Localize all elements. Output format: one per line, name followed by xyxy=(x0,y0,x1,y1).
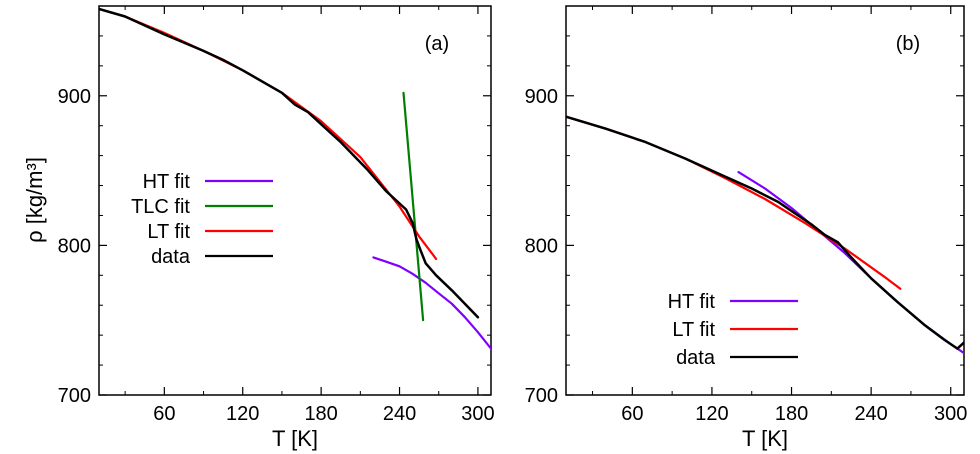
x-tick-label-a: 240 xyxy=(383,403,416,425)
y-tick-label-a: 900 xyxy=(58,86,91,108)
y-tick-label-a: 800 xyxy=(58,235,91,257)
panel-label-b: (b) xyxy=(896,33,920,55)
x-tick-label-b: 120 xyxy=(695,403,728,425)
legend-b: HT fit LT fit data xyxy=(668,291,798,369)
x-tick-label-a: 120 xyxy=(226,403,259,425)
series-line-lt-fit-b xyxy=(566,115,902,290)
legend-label-ht-fit-b: HT fit xyxy=(668,291,716,313)
y-tick-label-a: 700 xyxy=(58,385,91,407)
x-tick-label-b: 300 xyxy=(934,403,967,425)
ticks-b: 60 120 180 240 300 700 800 900 xyxy=(525,5,967,425)
chart-panel-a: 60 120 180 240 300 700 800 900 (a) T [K] ρ [kg/… xyxy=(22,5,495,451)
legend-label-data-b: data xyxy=(676,347,716,369)
ticks-a: 60 120 180 240 300 700 800 900 xyxy=(58,5,495,425)
series-line-tlc-fit-a xyxy=(402,91,425,322)
x-tick-label-b: 180 xyxy=(775,403,808,425)
x-tick-label-b: 240 xyxy=(854,403,887,425)
series-layer-b xyxy=(566,115,964,355)
x-tick-label-a: 180 xyxy=(304,403,337,425)
x-axis-label-a: T [K] xyxy=(272,426,318,451)
x-tick-label-a: 60 xyxy=(153,403,175,425)
series-layer-a xyxy=(99,7,491,350)
legend-a: HT fit TLC fit LT fit data xyxy=(131,171,273,268)
series-line-data-b xyxy=(566,115,964,350)
series-line-ht-fit-a xyxy=(372,256,491,350)
y-tick-label-b: 800 xyxy=(525,235,558,257)
y-tick-label-b: 700 xyxy=(525,385,558,407)
legend-label-ht-fit-a: HT fit xyxy=(143,171,191,193)
x-tick-label-a: 300 xyxy=(461,403,494,425)
series-line-data-a xyxy=(99,7,480,319)
chart-panel-b: 60 120 180 240 300 700 800 900 (b) T [K] HT fit… xyxy=(525,5,967,451)
plot-frame-a xyxy=(98,5,492,396)
legend-label-tlc-fit-a: TLC fit xyxy=(131,196,190,218)
legend-label-lt-fit-b: LT fit xyxy=(672,319,715,341)
y-axis-label-a: ρ [kg/m³] xyxy=(22,157,47,243)
x-tick-label-b: 60 xyxy=(621,403,643,425)
legend-label-lt-fit-a: LT fit xyxy=(147,221,190,243)
plot-frame-b xyxy=(565,5,965,396)
y-tick-label-b: 900 xyxy=(525,86,558,108)
x-axis-label-b: T [K] xyxy=(742,426,788,451)
legend-label-data-a: data xyxy=(151,246,191,268)
panel-label-a: (a) xyxy=(425,33,449,55)
